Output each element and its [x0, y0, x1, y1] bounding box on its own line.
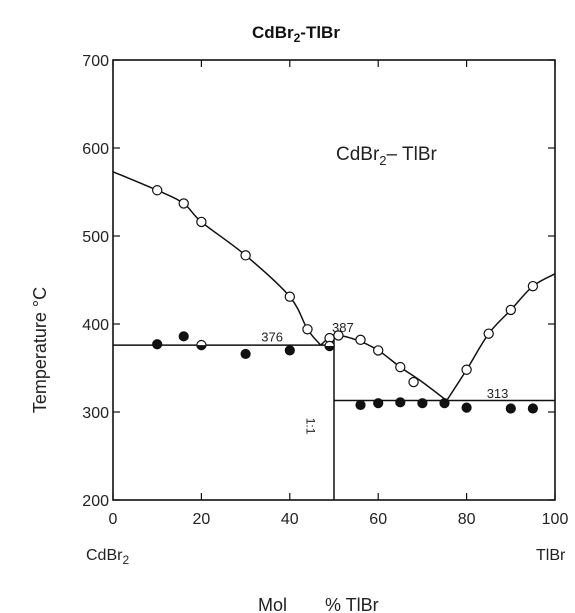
x-tick-label: 100 [542, 511, 569, 528]
y-axis-label: Temperature °C [30, 287, 50, 413]
liquidus-curve-right [446, 273, 556, 401]
liquidus-curve-middle [320, 334, 448, 402]
y-tick-label: 700 [82, 53, 109, 70]
data-point-filled [439, 398, 450, 409]
inset-label: CdBr2– TlBr [336, 144, 438, 168]
data-point-open [373, 345, 384, 356]
data-point-filled [152, 339, 163, 350]
data-point-open [151, 185, 163, 196]
data-point-open [196, 216, 207, 228]
x-end-label-left: CdBr2 [86, 547, 129, 567]
data-point-filled [505, 403, 516, 414]
data-point-open [505, 304, 516, 316]
data-point-filled [527, 403, 539, 414]
data-point-filled [373, 398, 384, 409]
data-point-open [333, 330, 344, 341]
data-point-filled [395, 397, 406, 408]
x-tick-label: 60 [369, 511, 387, 528]
data-point-half-fill [324, 346, 335, 351]
data-point-open [483, 328, 494, 339]
data-point-open [302, 324, 313, 335]
x-tick-label: 80 [458, 511, 476, 528]
x-axis-label-left: Mol [258, 595, 287, 613]
y-tick-label: 600 [82, 141, 109, 158]
chart-title: CdBr2-TlBr [252, 23, 340, 45]
data-point-open [284, 291, 295, 302]
y-tick-label: 300 [82, 405, 109, 422]
data-point-open [178, 198, 189, 209]
data-point-open [355, 334, 366, 346]
data-point-filled [178, 331, 189, 342]
annotation-temperature: 376 [261, 330, 283, 345]
data-point-filled [355, 399, 366, 411]
annotation-temperature: 313 [487, 386, 509, 401]
y-tick-label: 500 [82, 229, 109, 246]
x-tick-label: 40 [281, 511, 299, 528]
x-tick-label: 20 [193, 511, 211, 528]
plot-area: 0 20 40 60 80 100 200 300 400 500 600 700 376 387 313 1… [82, 53, 568, 528]
data-point-half-fill [196, 345, 206, 350]
y-tick-label: 200 [82, 493, 109, 510]
data-point-filled [284, 345, 295, 356]
liquidus-curve-left [112, 171, 322, 346]
annotation-ratio: 1:1 [304, 418, 318, 435]
data-point-open [408, 376, 419, 388]
x-tick-label: 0 [109, 511, 118, 528]
x-end-label-right: TlBr [536, 547, 566, 564]
data-point-open [527, 280, 539, 292]
data-point-open [240, 250, 251, 261]
x-axis-label-right: % TlBr [325, 595, 379, 613]
y-tick-label: 400 [82, 317, 109, 334]
data-point-open [395, 361, 406, 373]
data-point-filled [461, 402, 472, 413]
data-point-open [461, 364, 472, 375]
annotation-temperature: 387 [332, 320, 354, 335]
data-point-filled [417, 398, 428, 409]
data-point-filled [240, 348, 251, 360]
